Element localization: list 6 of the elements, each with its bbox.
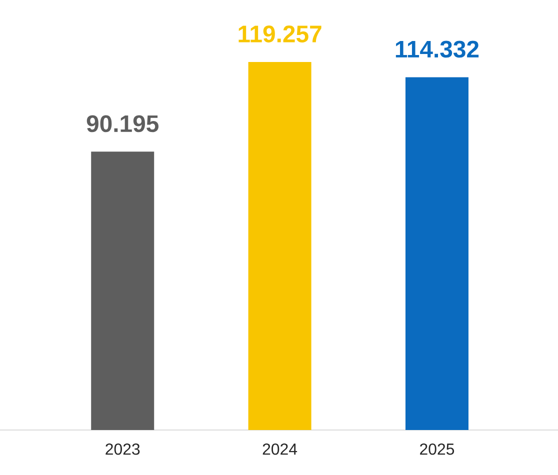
x-tick-label: 2025 — [420, 444, 454, 455]
data-label: 119.257 — [238, 26, 322, 42]
x-tick-label: 2023 — [106, 444, 140, 455]
data-label: 114.332 — [396, 40, 479, 58]
data-label: 90.195 — [86, 115, 158, 132]
x-tick-label: 2024 — [262, 444, 298, 455]
